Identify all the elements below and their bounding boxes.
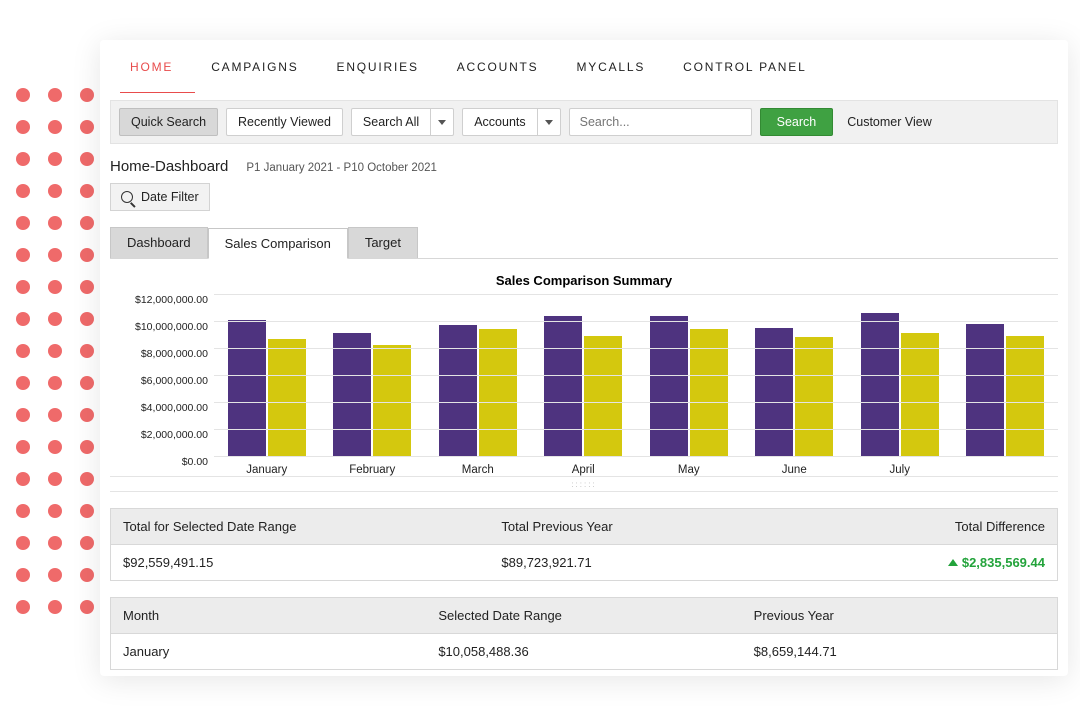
gridline: [214, 429, 1058, 430]
breakdown-table: Month Selected Date Range Previous Year …: [110, 597, 1058, 670]
totals-header-difference: Total Difference: [868, 509, 1057, 544]
nav-active-underline: [120, 92, 195, 93]
y-tick-label: $6,000,000.00: [141, 375, 208, 387]
page-date-range: P1 January 2021 - P10 October 2021: [246, 162, 437, 174]
nav-item-mycalls[interactable]: MYCALLS: [577, 60, 646, 74]
gridline: [214, 294, 1058, 295]
bar-previous-year: [584, 336, 622, 456]
chart-y-axis: $0.00$2,000,000.00$4,000,000.00$6,000,00…: [110, 294, 214, 456]
cell-previous: $8,659,144.71: [742, 634, 1057, 669]
bar-group: [214, 320, 320, 456]
bar-selected-date-range: [544, 316, 582, 456]
totals-header-selected: Total for Selected Date Range: [111, 509, 489, 544]
gridline: [214, 375, 1058, 376]
chevron-down-icon[interactable]: [537, 109, 560, 135]
bar-previous-year: [268, 339, 306, 456]
search-button[interactable]: Search: [760, 108, 834, 136]
page-title: Home-Dashboard: [110, 158, 228, 175]
y-tick-label: $2,000,000.00: [141, 429, 208, 441]
x-tick-label: July: [847, 464, 953, 476]
bar-group: [320, 333, 426, 456]
cell-month: January: [111, 634, 426, 669]
search-input[interactable]: [569, 108, 752, 136]
nav-item-accounts[interactable]: ACCOUNTS: [457, 60, 539, 74]
x-tick-label: May: [636, 464, 742, 476]
x-tick-label: [953, 464, 1059, 476]
main-panel: HOME CAMPAIGNS ENQUIRIES ACCOUNTS MYCALLS CON…: [100, 40, 1068, 676]
table-row: January$10,058,488.36$8,659,144.71: [111, 634, 1057, 669]
x-tick-label: June: [742, 464, 848, 476]
gridline: [214, 321, 1058, 322]
x-tick-label: February: [320, 464, 426, 476]
nav-item-enquiries[interactable]: ENQUIRIES: [337, 60, 419, 74]
bar-selected-date-range: [228, 320, 266, 456]
x-tick-label: January: [214, 464, 320, 476]
totals-value-previous: $89,723,921.71: [489, 545, 867, 580]
y-tick-label: $0.00: [182, 456, 208, 468]
date-filter-button[interactable]: Date Filter: [110, 183, 210, 211]
breakdown-header-month: Month: [111, 598, 426, 633]
entity-dropdown[interactable]: Accounts: [462, 108, 560, 136]
tab-bar: DashboardSales ComparisonTarget: [110, 227, 1058, 259]
nav-item-control-panel[interactable]: CONTROL PANEL: [683, 60, 806, 74]
bar-previous-year: [373, 345, 411, 456]
y-tick-label: $8,000,000.00: [141, 348, 208, 360]
bar-group: [636, 316, 742, 456]
bar-group: [425, 325, 531, 456]
gridline: [214, 456, 1058, 457]
nav-item-home[interactable]: HOME: [130, 60, 173, 74]
search-scope-label[interactable]: Search All: [352, 109, 430, 135]
bar-selected-date-range: [966, 324, 1004, 456]
sales-comparison-chart: $0.00 $2,000,000.00 $4,000,000.00 $6,000,00…: [110, 294, 1058, 474]
recently-viewed-button[interactable]: Recently Viewed: [226, 108, 343, 136]
y-tick-label: $10,000,000.00: [135, 321, 208, 333]
chart-region: Sales Comparison Summary $0.00 $2,000,000…: [100, 259, 1068, 492]
bar-selected-date-range: [439, 325, 477, 456]
bar-group: [531, 316, 637, 456]
top-nav: HOME CAMPAIGNS ENQUIRIES ACCOUNTS MYCALLS CON…: [100, 40, 1068, 88]
chart-title: Sales Comparison Summary: [110, 265, 1058, 294]
chevron-down-icon[interactable]: [430, 109, 453, 135]
breakdown-header-selected: Selected Date Range: [426, 598, 741, 633]
bar-previous-year: [901, 333, 939, 456]
tab-dashboard[interactable]: Dashboard: [110, 227, 208, 258]
bar-group: [953, 324, 1059, 456]
gridline: [214, 402, 1058, 403]
bar-previous-year: [795, 337, 833, 456]
date-filter-label: Date Filter: [141, 190, 199, 204]
page-title-row: Home-Dashboard P1 January 2021 - P10 Oct…: [100, 144, 1068, 183]
totals-table: Total for Selected Date Range Total Prev…: [110, 508, 1058, 581]
search-scope-dropdown[interactable]: Search All: [351, 108, 454, 136]
bar-selected-date-range: [650, 316, 688, 456]
y-tick-label: $12,000,000.00: [135, 294, 208, 306]
bar-selected-date-range: [333, 333, 371, 456]
customer-view-link[interactable]: Customer View: [841, 109, 938, 135]
entity-label[interactable]: Accounts: [463, 109, 536, 135]
gridline: [214, 348, 1058, 349]
increase-icon: [948, 559, 958, 566]
cell-selected: $10,058,488.36: [426, 634, 741, 669]
toolbar: Quick Search Recently Viewed Search All …: [110, 100, 1058, 144]
totals-value-selected: $92,559,491.15: [111, 545, 489, 580]
breakdown-header-previous: Previous Year: [742, 598, 1057, 633]
bar-group: [742, 328, 848, 456]
x-tick-label: March: [425, 464, 531, 476]
bar-selected-date-range: [861, 313, 899, 456]
totals-header-previous: Total Previous Year: [489, 509, 867, 544]
bar-previous-year: [1006, 336, 1044, 456]
search-icon: [121, 191, 133, 203]
bar-selected-date-range: [755, 328, 793, 456]
quick-search-button[interactable]: Quick Search: [119, 108, 218, 136]
x-tick-label: April: [531, 464, 637, 476]
chart-resize-handle[interactable]: ::::::: [110, 476, 1058, 492]
chart-x-axis: JanuaryFebruaryMarchAprilMayJuneJuly: [214, 464, 1058, 476]
bar-group: [847, 313, 953, 456]
nav-item-campaigns[interactable]: CAMPAIGNS: [211, 60, 298, 74]
y-tick-label: $4,000,000.00: [141, 402, 208, 414]
tab-sales-comparison[interactable]: Sales Comparison: [208, 228, 348, 259]
tab-target[interactable]: Target: [348, 227, 418, 258]
totals-value-difference: $2,835,569.44: [868, 545, 1057, 580]
